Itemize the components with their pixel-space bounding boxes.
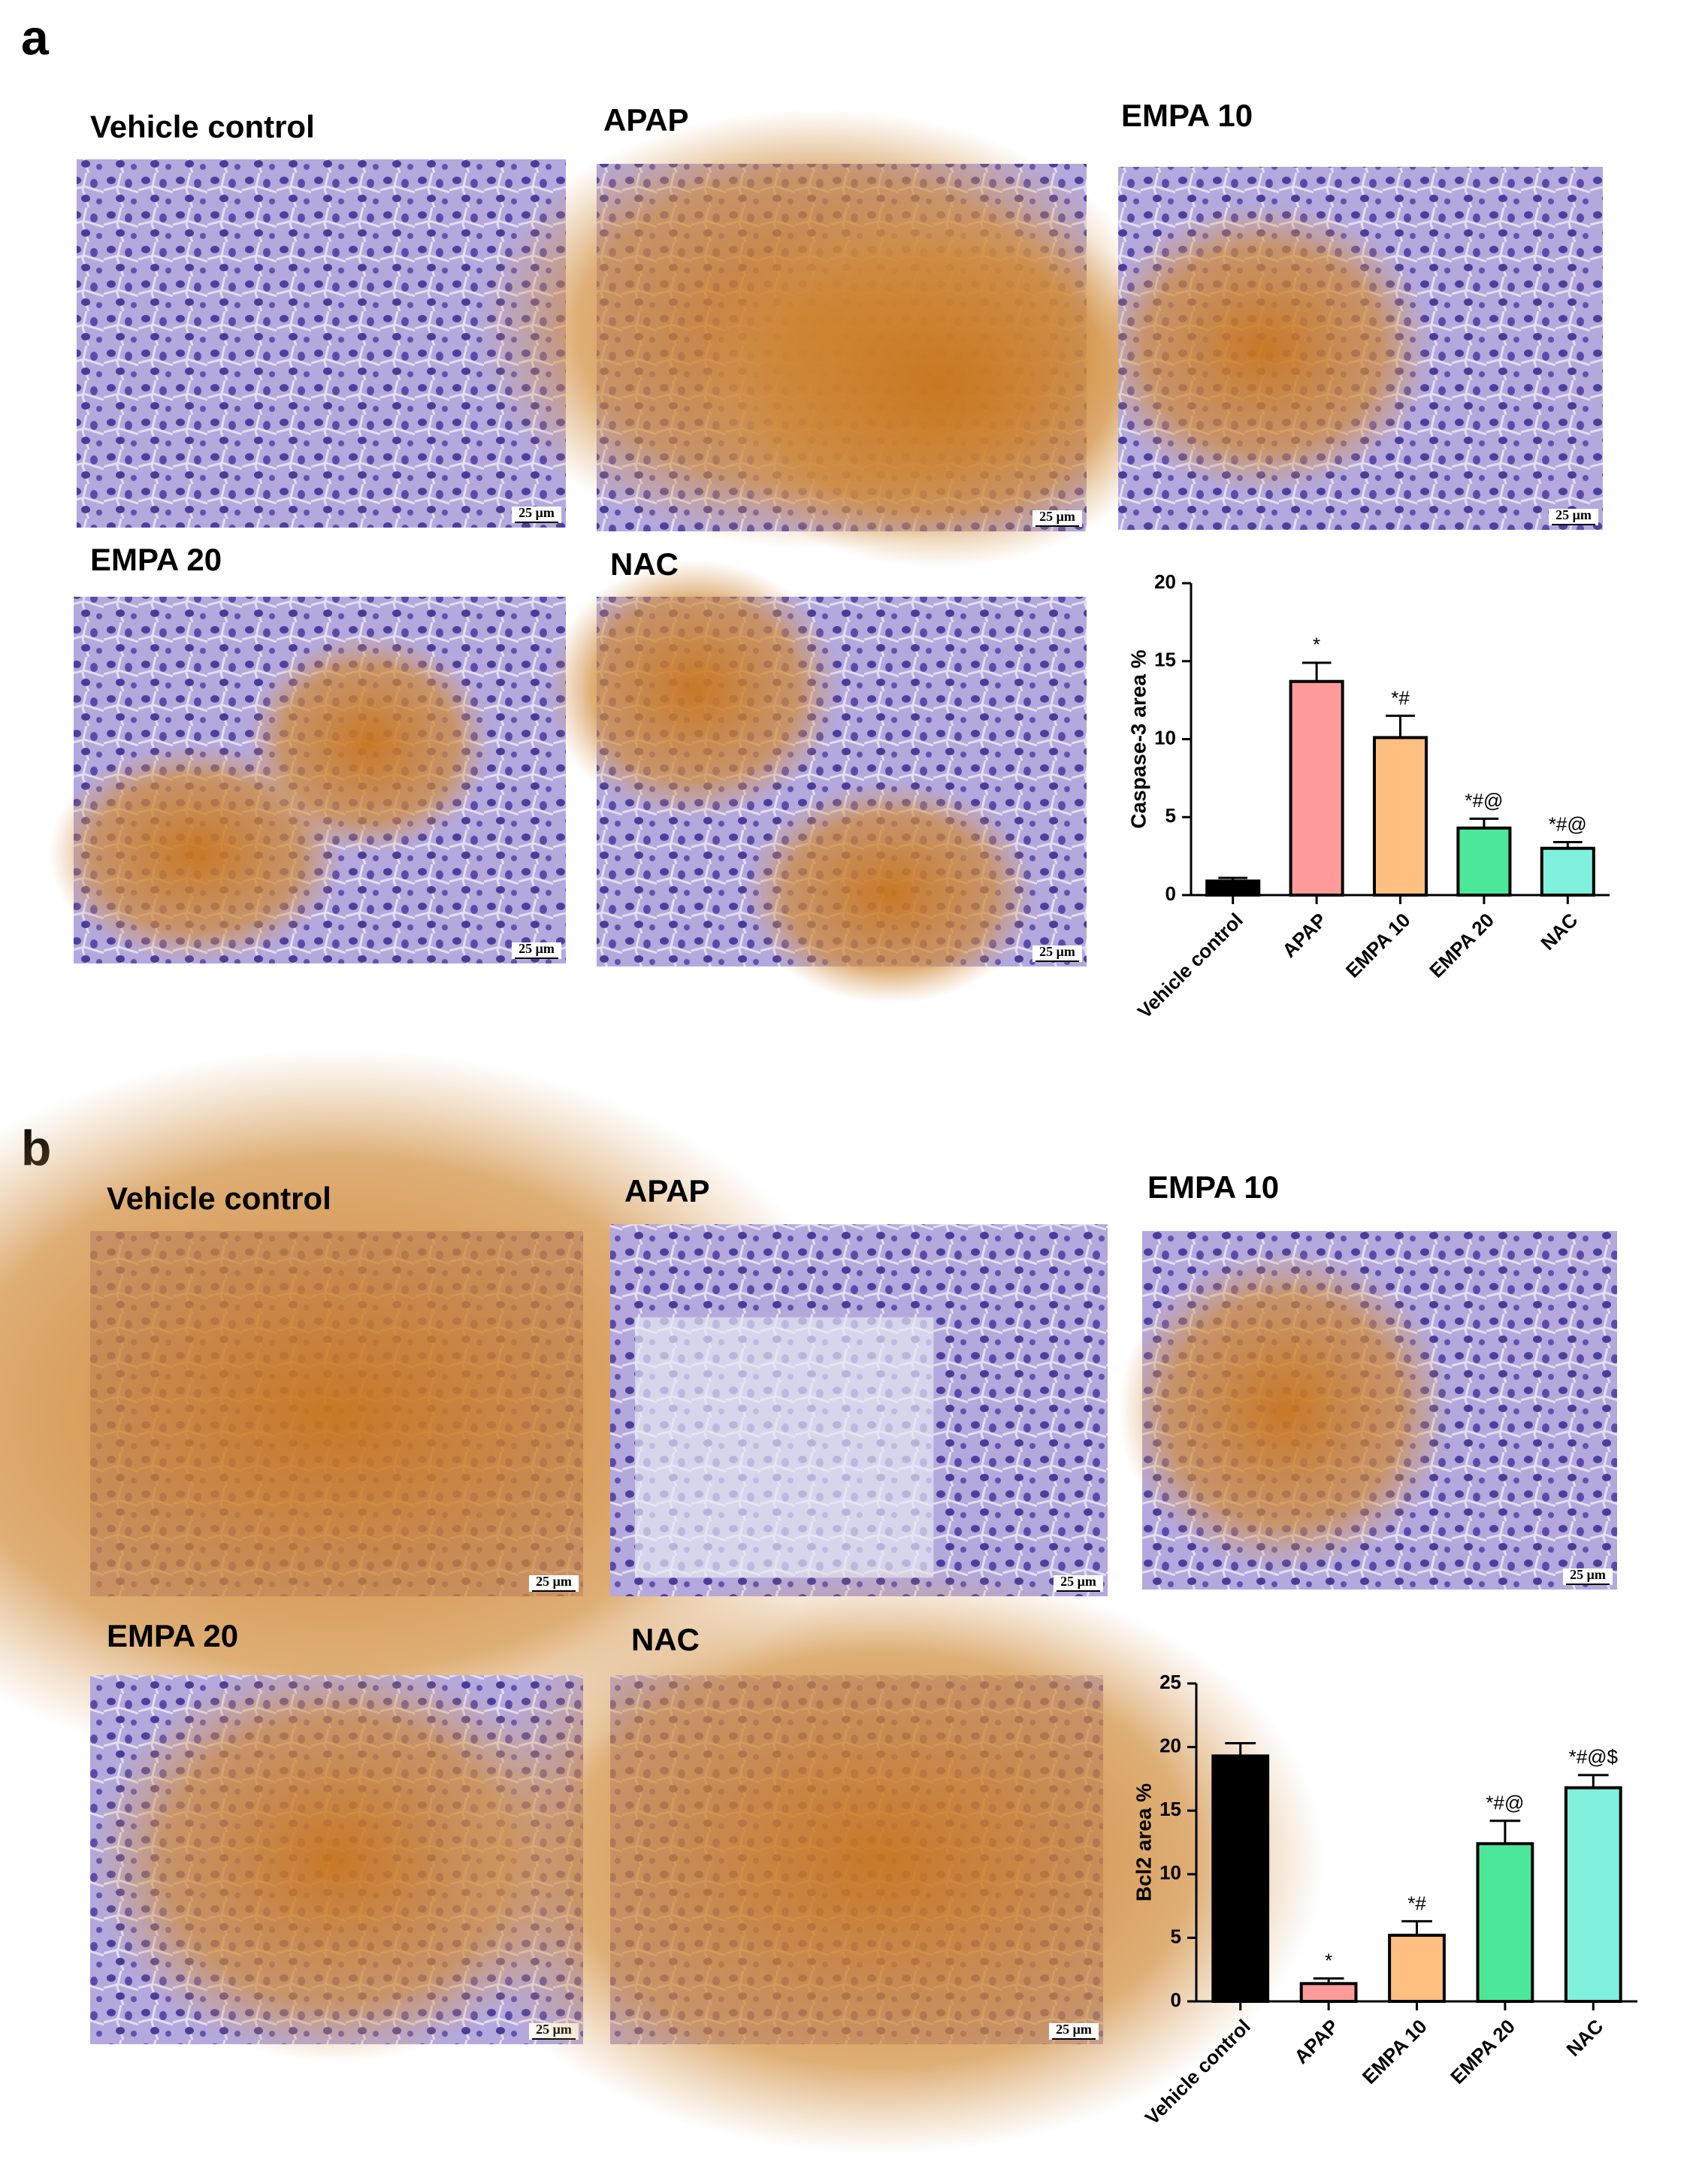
scale-bar-label: 25 μm [1039, 944, 1075, 959]
y-tick-label: 10 [1159, 1862, 1181, 1884]
scale-box [1049, 2023, 1099, 2040]
image-title: Vehicle control [107, 1181, 331, 1216]
y-tick-label: 5 [1165, 804, 1176, 827]
y-tick-label: 10 [1154, 726, 1176, 749]
y-tick-label: 20 [1154, 570, 1176, 593]
micrograph: 25 μm [474, 108, 1185, 568]
significance-label: *# [1391, 686, 1410, 709]
scale-bar-label: 25 μm [518, 941, 555, 956]
bar [1456, 826, 1512, 897]
stain [1093, 203, 1434, 494]
scale-bar-label: 25 μm [1060, 1574, 1096, 1589]
y-axis-label: Caspase-3 area % [1126, 649, 1150, 828]
scale-bar-label: 25 μm [1039, 509, 1075, 524]
image-title: Vehicle control [90, 109, 315, 144]
scale-box [512, 942, 561, 959]
y-tick-label: 0 [1165, 882, 1176, 905]
image-title: APAP [603, 102, 689, 138]
image-title: NAC [610, 546, 679, 582]
significance-label: * [1325, 1949, 1332, 1971]
significance-label: *# [1407, 1892, 1426, 1914]
significance-label: *#@ [1549, 812, 1587, 835]
bar [1476, 1842, 1534, 2003]
x-tick-label: NAC [1561, 2015, 1607, 2061]
scale-box [529, 1575, 579, 1592]
significance-label: *#@ [1465, 789, 1503, 812]
significance-label: *#@$ [1569, 1746, 1619, 1768]
y-axis-label: Bcl2 area % [1132, 1783, 1155, 1901]
bar [1540, 846, 1595, 897]
bar [1372, 736, 1428, 897]
stain [694, 200, 1185, 568]
significance-label: *#@ [1486, 1792, 1524, 1814]
image-title: NAC [631, 1622, 700, 1657]
scale-bar-label: 25 μm [1056, 2022, 1092, 2037]
bar [1388, 1934, 1446, 2004]
y-tick-label: 25 [1159, 1671, 1181, 1693]
stain [743, 782, 1038, 1004]
x-tick-label: EMPA 20 [1446, 2015, 1519, 2089]
y-tick-label: 5 [1171, 1925, 1181, 1947]
x-tick-label: APAP [1289, 2015, 1343, 2068]
scale-box [1563, 1568, 1613, 1585]
x-tick-label: EMPA 10 [1341, 909, 1415, 982]
micrograph: 25 μm [1118, 1231, 1617, 1590]
scale-box [1032, 510, 1082, 527]
micrograph: 25 μm [49, 597, 566, 963]
bar [1564, 1786, 1622, 2003]
panel-label: a [21, 9, 50, 65]
bar [1211, 1754, 1270, 2004]
image-title: EMPA 20 [90, 542, 222, 577]
bar [1299, 1982, 1358, 2004]
micrograph: 25 μm [1093, 167, 1603, 530]
x-tick-label: EMPA 20 [1425, 909, 1498, 982]
bar [1289, 679, 1344, 897]
scale-bar-label: 25 μm [536, 1574, 572, 1589]
micrograph: 25 μm [547, 559, 1087, 1004]
image-title: EMPA 20 [107, 1618, 238, 1653]
stain [1118, 1248, 1451, 1572]
image-title: EMPA 10 [1121, 98, 1253, 133]
y-tick-label: 20 [1159, 1734, 1181, 1756]
x-tick-label: Vehicle control [1133, 909, 1247, 1023]
scale-box [512, 507, 561, 523]
image-title: APAP [624, 1173, 710, 1208]
stain [90, 1656, 583, 2063]
x-tick-label: EMPA 10 [1358, 2015, 1431, 2089]
micrograph: 25 μm [437, 1564, 1326, 2155]
micrograph: 25 μm [610, 1224, 1108, 1596]
scale-box [1054, 1575, 1103, 1592]
stain [246, 633, 492, 854]
x-tick-label: NAC [1536, 909, 1582, 954]
bar [1205, 879, 1261, 897]
y-tick-label: 15 [1159, 1798, 1181, 1820]
scale-bar-label: 25 μm [518, 505, 555, 520]
scale-box [1549, 509, 1598, 525]
scale-box [1032, 945, 1082, 962]
image-title: EMPA 10 [1147, 1169, 1279, 1205]
stain [437, 1564, 1326, 2155]
y-tick-label: 15 [1154, 649, 1176, 671]
y-tick-label: 0 [1171, 1989, 1181, 2011]
stain [547, 559, 842, 819]
scale-bar-label: 25 μm [1555, 507, 1592, 522]
significance-label: * [1313, 634, 1320, 656]
scale-bar-label: 25 μm [1570, 1567, 1606, 1582]
pale-region [635, 1317, 934, 1578]
x-tick-label: APAP [1277, 909, 1331, 962]
